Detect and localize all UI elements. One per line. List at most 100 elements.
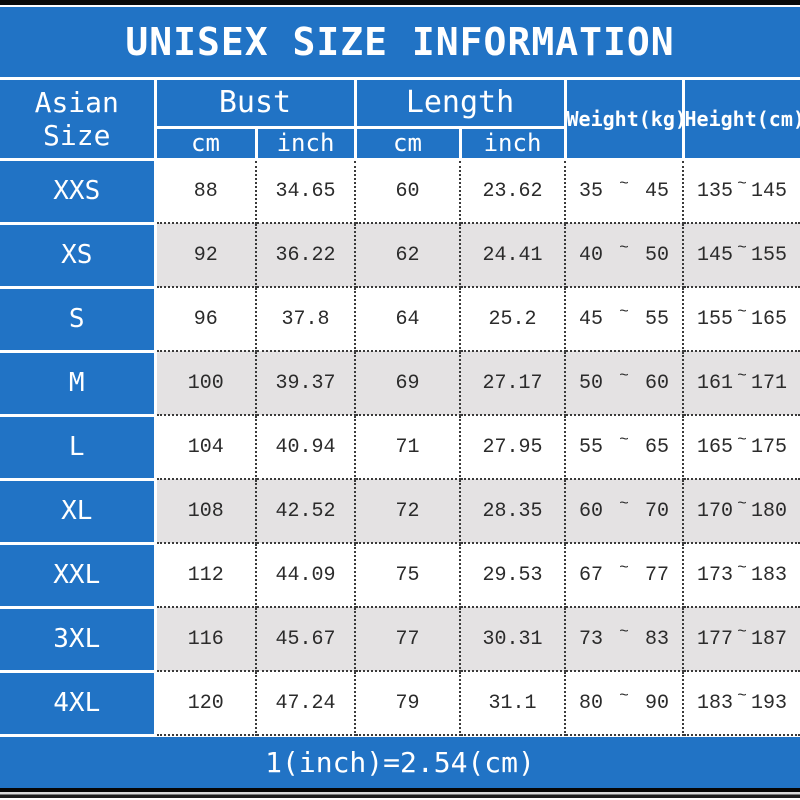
- length-inch-value: 30.31: [459, 606, 566, 672]
- height-max: 171: [750, 371, 787, 395]
- height-range: 173 ~183: [682, 542, 800, 608]
- length-inch-value: 29.53: [459, 542, 566, 608]
- size-label: M: [0, 349, 157, 417]
- subheader-bust-cm: cm: [155, 125, 258, 161]
- weight-max: 70: [644, 499, 669, 523]
- weight-max: 77: [644, 563, 669, 587]
- height-max: 180: [750, 499, 787, 523]
- height-max: 175: [750, 435, 787, 459]
- height-min: 145: [697, 243, 734, 267]
- table-header: Asian Size Bust Length Weight(kg) Height…: [0, 80, 800, 161]
- footer-bar: 1(inch)=2.54(cm): [0, 736, 800, 788]
- weight-min: 50: [579, 371, 604, 395]
- size-label: 3XL: [0, 605, 157, 673]
- size-label: L: [0, 413, 157, 481]
- weight-min: 80: [579, 691, 604, 715]
- tilde-symbol: ~: [737, 302, 747, 321]
- length-cm-value: 60: [354, 158, 461, 224]
- height-min: 170: [697, 499, 734, 523]
- length-cm-value: 62: [354, 222, 461, 288]
- tilde-symbol: ~: [619, 430, 629, 449]
- weight-range: 60 ~70: [564, 478, 684, 544]
- tilde-symbol: ~: [737, 238, 747, 257]
- bust-inch-value: 45.67: [255, 606, 356, 672]
- bust-cm-value: 100: [154, 350, 257, 416]
- weight-min: 67: [579, 563, 604, 587]
- bottom-border-strip: [0, 787, 800, 798]
- table-row: XXS 88 34.65 60 23.62 35 ~45 135 ~145: [0, 157, 800, 225]
- height-min: 173: [697, 563, 734, 587]
- subheader-bust-inch: inch: [254, 125, 357, 161]
- bust-inch-value: 39.37: [255, 350, 356, 416]
- height-min: 183: [697, 691, 734, 715]
- weight-min: 60: [579, 499, 604, 523]
- bust-cm-value: 112: [154, 542, 257, 608]
- table-row: XXL 112 44.09 75 29.53 67 ~77 173 ~183: [0, 541, 800, 609]
- bust-inch-value: 44.09: [255, 542, 356, 608]
- weight-min: 73: [579, 627, 604, 651]
- tilde-symbol: ~: [619, 558, 629, 577]
- bust-inch-value: 34.65: [255, 158, 356, 224]
- column-header-weight: Weight(kg): [563, 80, 687, 161]
- tilde-symbol: ~: [619, 686, 629, 705]
- page-title: UNISEX SIZE INFORMATION: [125, 20, 675, 64]
- height-max: 155: [750, 243, 787, 267]
- size-label: XL: [0, 477, 157, 545]
- height-range: 170 ~180: [682, 478, 800, 544]
- size-label: XS: [0, 221, 157, 289]
- length-cm-value: 69: [354, 350, 461, 416]
- height-range: 145 ~155: [682, 222, 800, 288]
- header-row-units: cm inch cm inch: [0, 125, 800, 161]
- size-label: XXL: [0, 541, 157, 609]
- length-cm-value: 72: [354, 478, 461, 544]
- height-range: 155 ~165: [682, 286, 800, 352]
- subheader-length-inch: inch: [458, 125, 565, 161]
- bust-cm-value: 96: [154, 286, 257, 352]
- title-bar: UNISEX SIZE INFORMATION: [0, 7, 800, 80]
- bust-cm-value: 116: [154, 606, 257, 672]
- weight-max: 50: [644, 243, 669, 267]
- table-row: 3XL 116 45.67 77 30.31 73 ~83 177 ~187: [0, 605, 800, 673]
- bust-inch-value: 47.24: [255, 670, 356, 736]
- length-inch-value: 28.35: [459, 478, 566, 544]
- bust-cm-value: 92: [154, 222, 257, 288]
- tilde-symbol: ~: [737, 366, 747, 385]
- column-header-height: Height(cm): [681, 80, 800, 161]
- length-inch-value: 24.41: [459, 222, 566, 288]
- length-cm-value: 71: [354, 414, 461, 480]
- weight-min: 40: [579, 243, 604, 267]
- weight-range: 45 ~55: [564, 286, 684, 352]
- weight-range: 55 ~65: [564, 414, 684, 480]
- table-row: 4XL 120 47.24 79 31.1 80 ~90 183 ~193: [0, 669, 800, 737]
- height-range: 161 ~171: [682, 350, 800, 416]
- bust-cm-value: 88: [154, 158, 257, 224]
- height-min: 155: [697, 307, 734, 331]
- tilde-symbol: ~: [619, 622, 629, 641]
- top-border-strip: [0, 0, 800, 7]
- weight-range: 67 ~77: [564, 542, 684, 608]
- size-label: XXS: [0, 157, 157, 225]
- table-row: M 100 39.37 69 27.17 50 ~60 161 ~171: [0, 349, 800, 417]
- bust-inch-value: 36.22: [255, 222, 356, 288]
- weight-max: 60: [644, 371, 669, 395]
- size-label: 4XL: [0, 669, 157, 737]
- tilde-symbol: ~: [737, 430, 747, 449]
- length-cm-value: 75: [354, 542, 461, 608]
- weight-min: 55: [579, 435, 604, 459]
- height-max: 145: [750, 179, 787, 203]
- weight-max: 83: [644, 627, 669, 651]
- height-max: 183: [750, 563, 787, 587]
- tilde-symbol: ~: [737, 174, 747, 193]
- height-min: 135: [697, 179, 734, 203]
- weight-range: 50 ~60: [564, 350, 684, 416]
- tilde-symbol: ~: [619, 174, 629, 193]
- tilde-symbol: ~: [619, 238, 629, 257]
- tilde-symbol: ~: [737, 494, 747, 513]
- weight-max: 45: [644, 179, 669, 203]
- weight-min: 35: [579, 179, 604, 203]
- tilde-symbol: ~: [619, 302, 629, 321]
- height-min: 161: [697, 371, 734, 395]
- table-body: XXS 88 34.65 60 23.62 35 ~45 135 ~145 XS 9…: [0, 157, 800, 737]
- height-max: 193: [750, 691, 787, 715]
- weight-range: 73 ~83: [564, 606, 684, 672]
